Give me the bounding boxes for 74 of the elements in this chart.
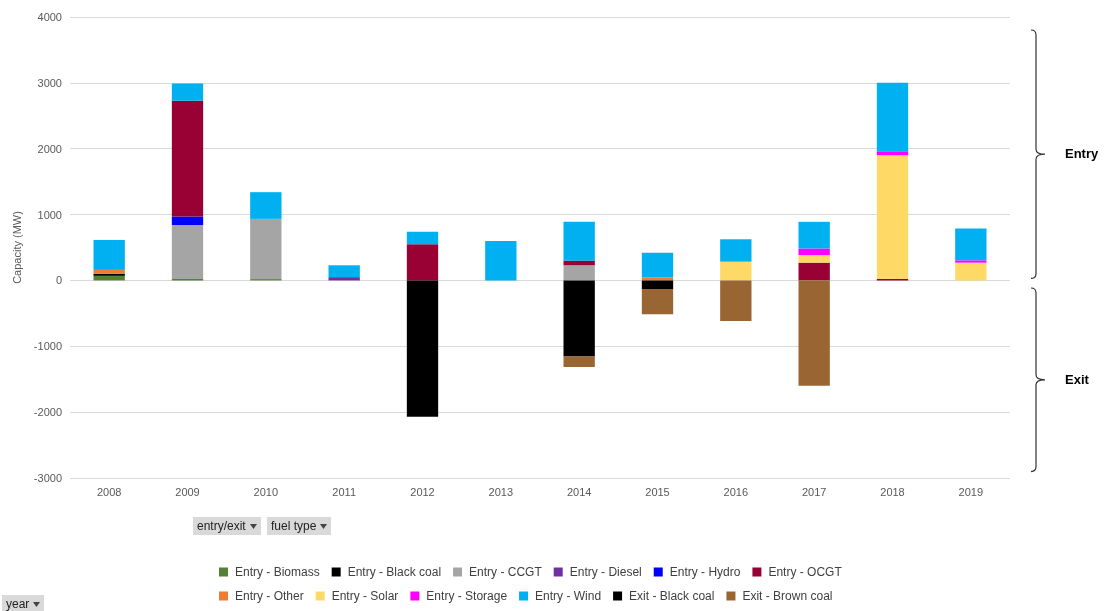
legend-label: Exit - Brown coal — [742, 589, 833, 603]
bar — [876, 82, 909, 152]
bar — [328, 277, 360, 281]
bar — [171, 225, 204, 280]
y-tick-label: 3000 — [37, 76, 62, 89]
legend-label: Entry - Black coal — [347, 565, 442, 579]
bar — [876, 155, 909, 280]
x-tick-label: 2016 — [723, 485, 749, 498]
bar — [563, 221, 595, 261]
y-tick-label: -3000 — [33, 472, 62, 484]
bar — [328, 265, 360, 278]
bar — [250, 218, 282, 280]
text: year — [6, 597, 30, 611]
bar — [720, 239, 752, 262]
x-tick-label: 2013 — [488, 485, 514, 498]
bar — [641, 277, 674, 281]
x-tick-label: 2019 — [958, 485, 984, 498]
y-tick-label: -1000 — [33, 340, 62, 353]
bar — [798, 262, 830, 281]
bar — [720, 261, 752, 281]
y-tick-label: 0 — [55, 274, 62, 287]
bar — [563, 280, 595, 357]
bar — [93, 239, 125, 270]
y-tick-label: 4000 — [37, 11, 62, 23]
x-tick-label: 2018 — [880, 485, 905, 498]
bar — [798, 255, 830, 263]
bar — [798, 248, 830, 256]
text: fuel type — [271, 519, 317, 533]
legend-label: Entry - Storage — [426, 589, 508, 603]
bar — [406, 231, 439, 245]
bar — [641, 288, 674, 315]
x-tick-label: 2014 — [566, 485, 592, 498]
bar — [563, 356, 595, 368]
legend-label: Entry - Solar — [331, 589, 399, 603]
y-tick-label: -2000 — [33, 406, 62, 419]
bar — [955, 260, 987, 263]
legend-label: Entry - CCGT — [469, 565, 543, 579]
text: Exit — [1065, 372, 1089, 388]
legend-label: Entry - OCGT — [768, 565, 843, 579]
bar — [798, 221, 830, 249]
bar — [485, 240, 517, 281]
text: Entry — [1065, 146, 1099, 162]
legend-label: Entry - Wind — [535, 589, 602, 603]
bar — [563, 265, 595, 281]
text: entry/exit — [197, 519, 246, 533]
x-tick-label: 2017 — [801, 485, 827, 498]
bar — [720, 280, 752, 321]
legend-label: Entry - Hydro — [669, 565, 741, 579]
y-tick-label: 2000 — [37, 142, 62, 155]
legend-label: Entry - Biomass — [235, 565, 320, 579]
x-tick-label: 2011 — [332, 485, 356, 498]
bar — [406, 244, 439, 281]
y-axis-title: Capacity (MW) — [11, 211, 24, 284]
legend-label: Entry - Diesel — [569, 565, 642, 579]
legend-label: Entry - Other — [235, 589, 304, 603]
bar — [93, 269, 125, 274]
bar — [876, 151, 909, 156]
bar — [250, 192, 282, 219]
bar — [641, 280, 674, 289]
legend-label: Exit - Black coal — [629, 589, 715, 603]
y-tick-label: 1000 — [37, 208, 62, 221]
bar — [171, 83, 204, 101]
x-tick-label: 2015 — [645, 485, 670, 498]
x-tick-label: 2012 — [410, 485, 435, 498]
bar — [641, 252, 674, 278]
x-tick-label: 2009 — [175, 485, 200, 498]
bar — [406, 280, 439, 417]
x-tick-label: 2010 — [253, 485, 279, 498]
x-tick-label: 2008 — [96, 485, 122, 498]
bar — [171, 216, 204, 226]
bar — [955, 262, 987, 281]
bar — [955, 228, 987, 261]
bar — [798, 280, 830, 386]
bar — [171, 100, 204, 217]
